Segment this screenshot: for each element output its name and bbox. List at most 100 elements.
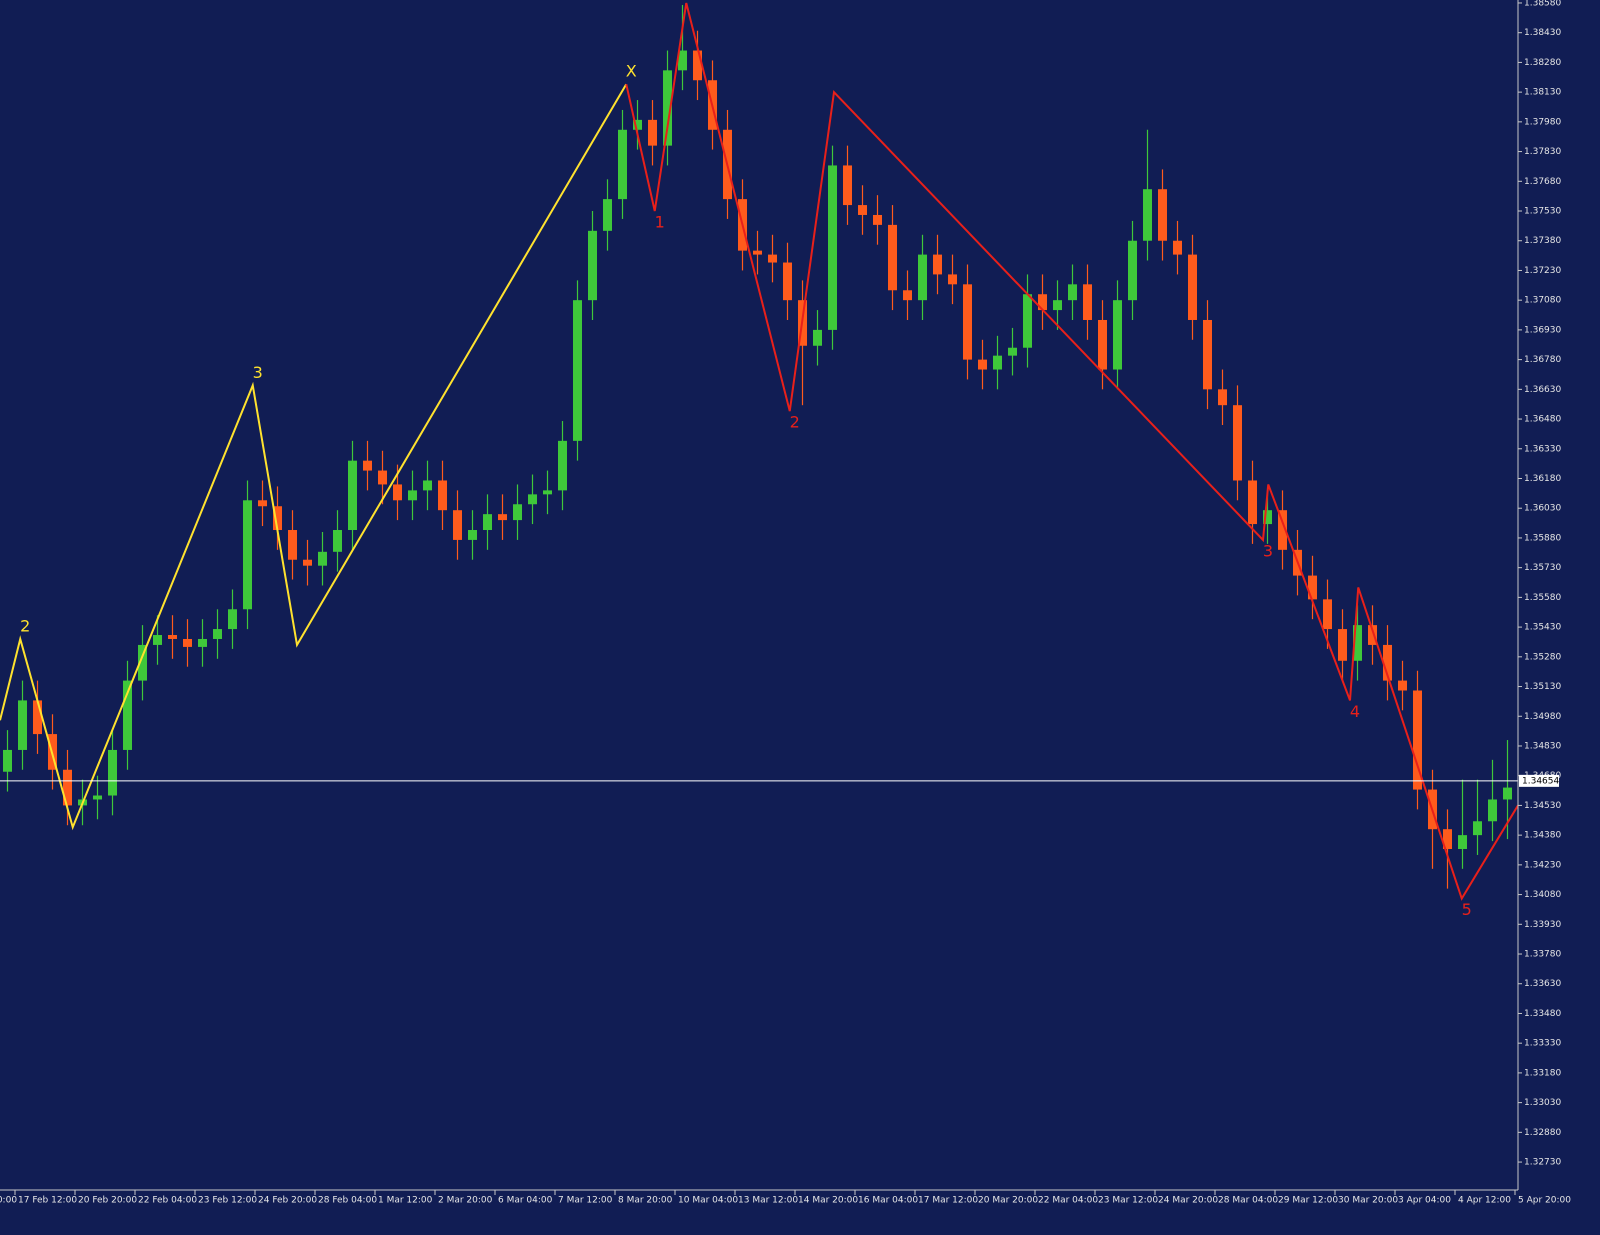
candle-body [258,500,267,507]
candle-body [243,500,252,610]
y-tick-label: 1.35130 [1524,682,1561,692]
y-tick-label: 1.36180 [1524,474,1561,484]
candle-body [273,506,282,531]
candle-body [183,638,192,647]
candle-body [1458,835,1467,850]
candle-body [18,700,27,750]
candle-body [1488,799,1497,822]
candle-body [213,629,222,639]
candle-body [3,749,12,772]
candle-body [1353,625,1362,661]
y-tick-label: 1.38430 [1524,28,1561,38]
y-tick-label: 1.35880 [1524,533,1561,543]
x-tick-label: 5 Apr 20:00 [1518,1196,1571,1206]
candle-body [618,129,627,200]
wave-label: 2 [790,413,800,432]
current-price-box [1519,774,1559,787]
x-tick-label: 2 Mar 20:00 [438,1196,493,1206]
y-tick-label: 1.36030 [1524,504,1561,514]
candle-body [648,119,657,146]
wave-label: 4 [1350,702,1360,721]
candle-body [1173,240,1182,255]
candle-body [318,551,327,566]
y-tick-label: 1.36630 [1524,385,1561,395]
candle-body [1413,690,1422,790]
candle-body [168,635,177,639]
x-tick-label: 16 Feb 20:00 [0,1196,17,1206]
candle-body [1473,821,1482,836]
candle-body [303,559,312,566]
y-tick-label: 1.38580 [1524,0,1561,8]
y-tick-label: 1.36780 [1524,355,1561,365]
y-tick-label: 1.37080 [1524,296,1561,306]
candle-body [288,530,297,560]
x-tick-label: 22 Mar 04:00 [1038,1196,1098,1206]
wave-label: 3 [1263,541,1273,560]
wave-label: 2 [20,616,30,635]
x-tick-label: 1 Mar 12:00 [378,1196,433,1206]
candle-body [1233,405,1242,481]
candle-body [1098,319,1107,370]
x-tick-label: 10 Mar 04:00 [678,1196,738,1206]
plot-area: 2 3 X 1 2 3 4 5 [0,2,1518,919]
y-tick-label: 1.35280 [1524,652,1561,662]
candle-body [1248,480,1257,525]
candle-body [573,300,582,441]
candle-body [978,359,987,370]
candle-body [663,70,672,146]
candle-body [408,490,417,501]
candle-body [1158,189,1167,241]
candle-body [1338,629,1347,661]
candle-body [483,514,492,531]
y-tick-label: 1.33630 [1524,979,1561,989]
candle-body [993,355,1002,370]
axes: 1.38580 1.38430 1.38280 1.38130 1.37980 1.378… [0,0,1571,1206]
x-tick-label: 23 Mar 12:00 [1098,1196,1158,1206]
y-tick-label: 1.32880 [1524,1128,1561,1138]
x-tick-label: 17 Feb 12:00 [18,1196,77,1206]
x-tick-label: 13 Mar 12:00 [738,1196,798,1206]
x-tick-label: 7 Mar 12:00 [558,1196,613,1206]
candle-body [813,329,822,346]
candle-body [1068,284,1077,301]
wave-label: 3 [253,363,263,382]
candle-body [1083,284,1092,320]
candle-body [1203,319,1212,390]
candle-body [1113,300,1122,370]
candle-body [333,530,342,552]
current-price-label: 1.34654 [1522,776,1559,786]
candle-body [558,440,567,491]
x-tick-label: 17 Mar 12:00 [918,1196,978,1206]
wave-line [0,83,628,831]
y-tick-label: 1.35580 [1524,593,1561,603]
y-tick-label: 1.35730 [1524,563,1561,573]
candle-body [453,510,462,540]
x-tick-label: 28 Mar 04:00 [1218,1196,1278,1206]
x-tick-label: 6 Mar 04:00 [498,1196,553,1206]
y-tick-label: 1.32730 [1524,1158,1561,1168]
y-tick-label: 1.34080 [1524,890,1561,900]
candle-body [438,480,447,511]
candle-body [1398,680,1407,691]
y-tick-label: 1.35430 [1524,623,1561,633]
x-tick-label: 4 Apr 12:00 [1458,1196,1511,1206]
candle-body [753,250,762,255]
candle-body [588,230,597,301]
y-tick-label: 1.37380 [1524,236,1561,246]
x-tick-label: 14 Mar 20:00 [798,1196,858,1206]
candle-body [963,284,972,360]
x-tick-label: 20 Feb 20:00 [78,1196,137,1206]
y-tick-label: 1.37830 [1524,147,1561,157]
candle-body [423,480,432,491]
x-tick-label: 29 Mar 12:00 [1278,1196,1338,1206]
candle-body [528,494,537,505]
y-tick-label: 1.38280 [1524,58,1561,68]
candle-body [1218,389,1227,406]
x-tick-label: 24 Mar 20:00 [1158,1196,1218,1206]
candle-body [1053,300,1062,311]
candle-body [948,274,957,285]
candle-body [1368,625,1377,645]
y-tick-label: 1.34980 [1524,712,1561,722]
candle-body [1383,644,1392,681]
